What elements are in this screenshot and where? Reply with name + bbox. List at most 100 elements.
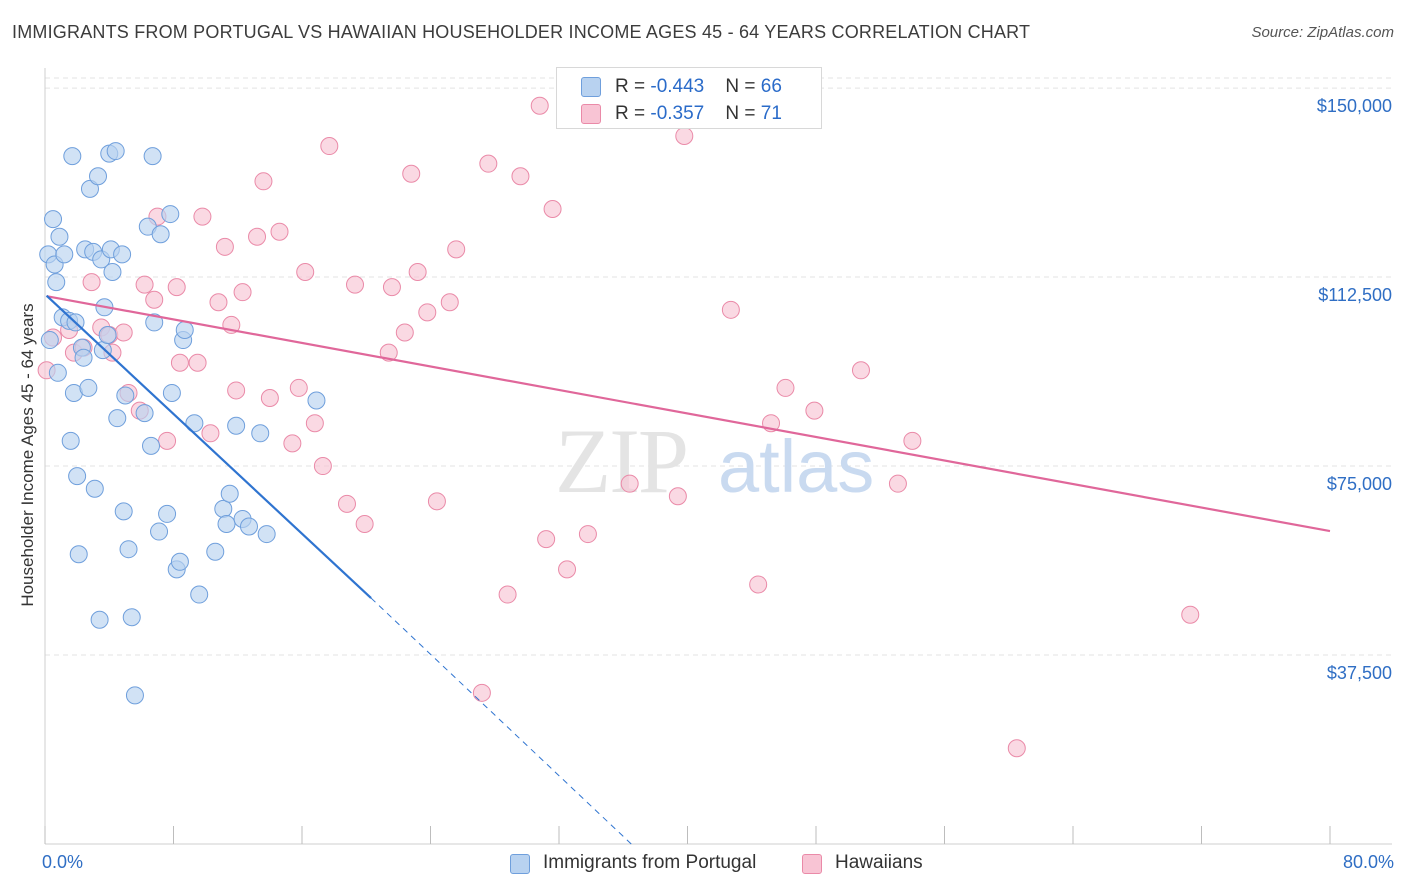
portugal-point [40,331,59,350]
hawaiians-point [145,290,164,309]
hawaiians-point [530,96,549,115]
legend-r-label: R = [615,103,651,124]
bottom-legend-swatch-pink [802,854,822,874]
portugal-point [190,585,209,604]
portugal-points [39,142,326,705]
legend-n-label: N = [725,103,761,124]
portugal-point [220,484,239,503]
hawaiians-point [260,389,279,408]
portugal-point [79,378,98,397]
portugal-point [162,383,181,402]
bottom-legend-swatch-blue [510,854,530,874]
portugal-point [69,545,88,564]
portugal-point [206,542,225,561]
y-tick-label: $75,000 [1327,474,1392,494]
portugal-point [161,205,180,224]
hawaiians-point [805,401,824,420]
hawaiians-point [114,323,133,342]
portugal-point [108,409,127,428]
hawaiians-point [382,278,401,297]
portugal-point [143,147,162,166]
hawaiians-point [233,283,252,302]
hawaiians-point [395,323,414,342]
portugal-point [119,540,138,559]
hawaiians-point [170,353,189,372]
portugal-point [142,436,161,455]
hawaiians-point [543,200,562,219]
hawaiians-point [472,683,491,702]
hawaiians-point [209,293,228,312]
hawaiians-point [337,494,356,513]
legend-r-value: -0.443 [650,76,705,97]
hawaiians-point [749,575,768,594]
portugal-point [50,227,69,246]
hawaiians-point [402,164,421,183]
portugal-point [251,424,270,443]
hawaiians-point [305,414,324,433]
portugal-point [93,341,112,360]
y-tick-label: $37,500 [1327,663,1392,683]
hawaiians-point [675,126,694,145]
hawaiians-point [511,167,530,186]
source-label: Source: ZipAtlas.com [1251,24,1394,41]
hawaiians-point [270,222,289,241]
portugal-point [116,386,135,405]
portugal-point [135,404,154,423]
hawaiians-point [201,424,220,443]
portugal-point [98,326,117,345]
axes [44,68,1392,845]
hawaiians-point [578,525,597,544]
hawaiians-point [313,457,332,476]
portugal-point [217,514,236,533]
portugal-point [151,225,170,244]
legend-n-value: 71 [760,103,782,124]
legend-swatch-blue [581,77,601,97]
gridlines [45,77,1392,656]
portugal-point [44,210,63,229]
portugal-point [175,320,194,339]
portugal-point [145,313,164,332]
portugal-point [170,552,189,571]
hawaiians-trend-line [46,295,1331,533]
hawaiians-point [289,378,308,397]
hawaiians-point [1007,739,1026,758]
hawaiians-point [158,431,177,450]
trend-lines [45,294,1331,845]
portugal-point [63,147,82,166]
hawaiians-point [227,381,246,400]
hawaiians-point [248,227,267,246]
legend-r-value: -0.357 [650,103,705,124]
legend-n-label: N = [725,76,761,97]
portugal-point [227,416,246,435]
portugal-point [114,502,133,521]
hawaiians-point [188,353,207,372]
portugal-point [74,348,93,367]
y-tick-label: $112,500 [1318,285,1392,305]
hawaiians-point [668,487,687,506]
portugal-point [307,391,326,410]
bottom-legend-label: Immigrants from Portugal [543,852,757,873]
hawaiians-point [558,560,577,579]
legend-swatch-pink [581,104,601,124]
hawaiians-point [620,474,639,493]
hawaiians-point [193,207,212,226]
portugal-point [150,522,169,541]
portugal-point [122,608,141,627]
portugal-point [85,479,104,498]
portugal-point [106,142,125,161]
hawaiians-point [903,431,922,450]
portugal-point [125,686,144,705]
hawaiians-point [283,434,302,453]
portugal-point [80,179,99,198]
portugal-point [113,245,132,264]
correlation-legend: R = -0.443 N = 66 R = -0.357 N = 71 [556,67,822,129]
x-axis-max-label: 80.0% [1342,852,1394,872]
hawaiians-point [776,378,795,397]
x-axis-min-label: 0.0% [42,852,84,872]
hawaiians-point [440,293,459,312]
portugal-point [55,245,74,264]
y-axis-label: Householder Income Ages 45 - 64 years [18,303,37,607]
hawaiians-point [427,492,446,511]
portugal-point [239,517,258,536]
